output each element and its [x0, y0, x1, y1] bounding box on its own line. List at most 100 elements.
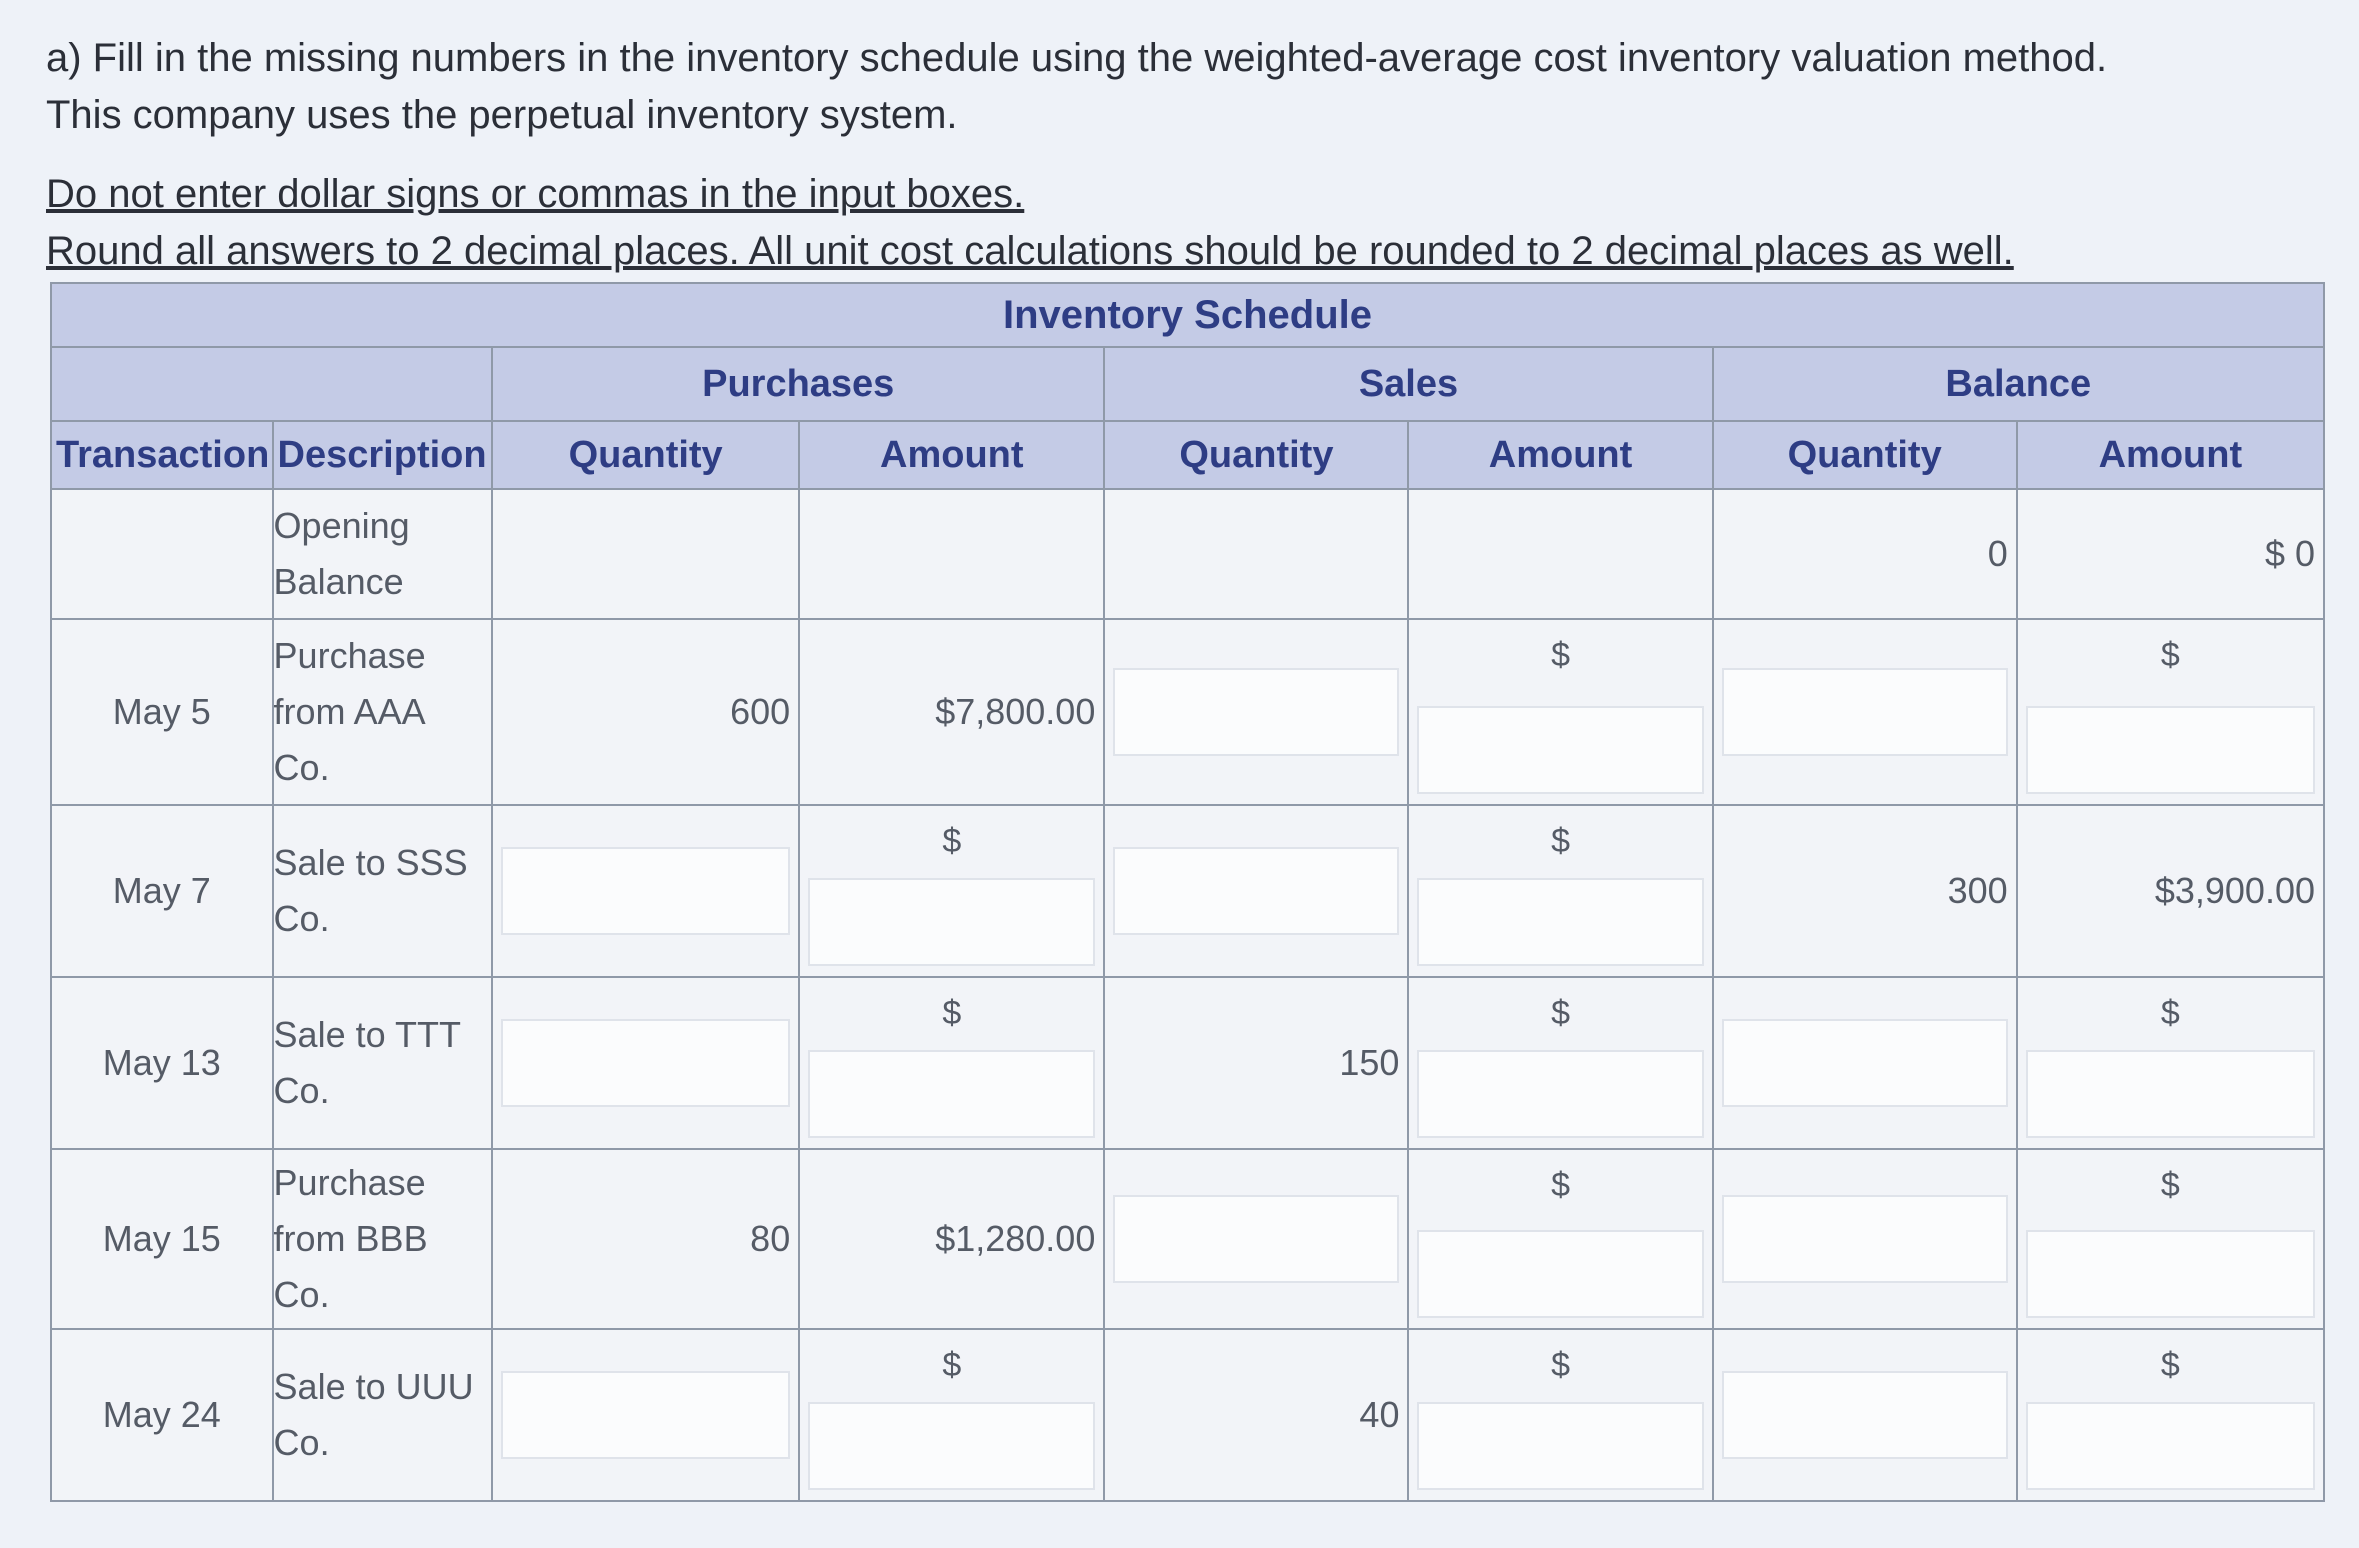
- row-description: Sale to UUU Co.: [271, 1328, 494, 1502]
- dollar-sign: $: [1551, 994, 1570, 1032]
- cell-sales-quantity: [1103, 618, 1410, 806]
- balance-quantity-input[interactable]: [1721, 1195, 2008, 1283]
- cell-sales-amount: $: [1407, 1148, 1714, 1330]
- col-header-sales-amount: Amount: [1407, 420, 1714, 490]
- cell-balance-amount: $: [2015, 618, 2326, 806]
- purchase-amount-input[interactable]: [808, 1050, 1096, 1138]
- balance-quantity-input[interactable]: [1721, 1371, 2008, 1459]
- balance-amount-value: $3,900.00: [2154, 870, 2315, 911]
- group-header-purchases: Purchases: [491, 346, 1106, 422]
- dollar-sign: $: [942, 994, 962, 1032]
- col-header-balance-quantity: Quantity: [1711, 420, 2018, 490]
- description-line: Co.: [273, 1274, 330, 1315]
- sales-amount-input[interactable]: [1417, 878, 1704, 966]
- purchase-amount-value: $1,280.00: [935, 1218, 1096, 1259]
- row-may-5: May 5 Purchase from AAA Co. 600 $7,800.0…: [50, 618, 2326, 806]
- instruction-line-2: This company uses the perpetual inventor…: [46, 93, 958, 137]
- cell-balance-quantity: 0: [1711, 488, 2018, 620]
- description-line: Sale to SSS: [273, 842, 468, 883]
- balance-quantity-input[interactable]: [1721, 668, 2008, 756]
- cell-purchases-amount: $: [798, 804, 1106, 978]
- row-opening-balance: Opening Balance 0 $ 0: [50, 488, 2326, 620]
- dollar-sign: $: [1551, 636, 1570, 674]
- cell-balance-quantity: 300: [1711, 804, 2018, 978]
- dollar-sign: $: [2160, 1346, 2180, 1384]
- cell-sales-quantity: [1103, 488, 1410, 620]
- instruction-line-4: Round all answers to 2 decimal places. A…: [46, 229, 2014, 273]
- cell-purchases-quantity: 600: [491, 618, 801, 806]
- sales-amount-input[interactable]: [1417, 1230, 1704, 1318]
- cell-purchases-amount: $: [798, 976, 1106, 1150]
- sales-quantity-input[interactable]: [1113, 1195, 1400, 1283]
- balance-amount-input[interactable]: [2025, 1402, 2315, 1490]
- group-header-balance: Balance: [1711, 346, 2326, 422]
- instructions: a) Fill in the missing numbers in the in…: [46, 30, 2146, 280]
- balance-amount-input[interactable]: [2025, 1050, 2315, 1138]
- col-header-sales-quantity: Quantity: [1103, 420, 1410, 490]
- description-line: Sale to UUU: [273, 1366, 474, 1407]
- balance-amount-input[interactable]: [2025, 706, 2315, 794]
- cell-purchases-amount: $: [798, 1328, 1106, 1502]
- col-header-balance-amount: Amount: [2015, 420, 2326, 490]
- cell-purchases-amount: $7,800.00: [798, 618, 1106, 806]
- sales-quantity-input[interactable]: [1113, 847, 1400, 935]
- cell-sales-amount: [1407, 488, 1714, 620]
- balance-quantity-value: 300: [1947, 870, 2008, 911]
- cell-sales-amount: $: [1407, 976, 1714, 1150]
- row-description: Purchase from BBB Co.: [271, 1148, 494, 1330]
- balance-quantity-input[interactable]: [1721, 1019, 2008, 1107]
- sales-quantity-input[interactable]: [1113, 668, 1400, 756]
- cell-balance-quantity: [1711, 976, 2018, 1150]
- row-description: Opening Balance: [271, 488, 494, 620]
- purchase-amount-input[interactable]: [808, 1402, 1096, 1490]
- description-line: Co.: [273, 1422, 330, 1463]
- dollar-sign: $: [942, 1346, 962, 1384]
- row-may-15: May 15 Purchase from BBB Co. 80 $1,280.0…: [50, 1148, 2326, 1330]
- sales-amount-input[interactable]: [1417, 706, 1704, 794]
- sales-amount-input[interactable]: [1417, 1402, 1704, 1490]
- row-may-13: May 13 Sale to TTT Co. $ 150 $ $: [50, 976, 2326, 1150]
- cell-purchases-quantity: [491, 804, 801, 978]
- description-line: Sale to TTT: [273, 1014, 461, 1055]
- col-header-purchases-quantity: Quantity: [491, 420, 801, 490]
- description-line: from AAA: [273, 691, 426, 732]
- cell-sales-quantity: [1103, 804, 1410, 978]
- row-date: May 24: [50, 1328, 274, 1502]
- row-date: May 7: [50, 804, 274, 978]
- purchase-quantity-input[interactable]: [501, 1371, 791, 1459]
- cell-purchases-quantity: [491, 1328, 801, 1502]
- description-line: Purchase: [273, 1162, 426, 1203]
- cell-balance-amount: $: [2015, 976, 2326, 1150]
- row-description: Purchase from AAA Co.: [271, 618, 494, 806]
- cell-balance-amount: $ 0: [2015, 488, 2326, 620]
- purchase-amount-value: $7,800.00: [935, 691, 1096, 732]
- balance-quantity-value: 0: [1987, 533, 2008, 574]
- schedule-title: Inventory Schedule: [50, 282, 2325, 348]
- sales-quantity-value: 150: [1339, 1042, 1400, 1083]
- description-line: from BBB: [273, 1218, 428, 1259]
- dollar-sign: $: [2160, 994, 2180, 1032]
- purchase-quantity-input[interactable]: [501, 847, 791, 935]
- cell-sales-quantity: 40: [1103, 1328, 1410, 1502]
- row-description: Sale to SSS Co.: [271, 804, 494, 978]
- dollar-sign: $: [1551, 1166, 1570, 1204]
- dollar-sign: $: [2160, 636, 2180, 674]
- purchase-quantity-input[interactable]: [501, 1019, 791, 1107]
- purchase-amount-input[interactable]: [808, 878, 1096, 966]
- inventory-schedule-table: Inventory Schedule Purchases Sales Balan…: [49, 282, 2326, 1502]
- cell-sales-amount: $: [1407, 804, 1714, 978]
- sales-amount-input[interactable]: [1417, 1050, 1704, 1138]
- row-date: May 15: [50, 1148, 274, 1330]
- description-line: Co.: [273, 1070, 330, 1111]
- col-header-description: Description: [271, 420, 494, 490]
- sales-quantity-value: 40: [1359, 1394, 1400, 1435]
- description-line: Co.: [273, 898, 330, 939]
- row-may-24: May 24 Sale to UUU Co. $ 40 $ $: [50, 1328, 2326, 1502]
- description-line: Opening: [273, 505, 410, 546]
- cell-balance-quantity: [1711, 1148, 2018, 1330]
- description-line: Purchase: [273, 635, 426, 676]
- cell-sales-amount: $: [1407, 1328, 1714, 1502]
- balance-amount-input[interactable]: [2025, 1230, 2315, 1318]
- cell-purchases-quantity: [491, 976, 801, 1150]
- purchase-quantity-value: 600: [730, 691, 791, 732]
